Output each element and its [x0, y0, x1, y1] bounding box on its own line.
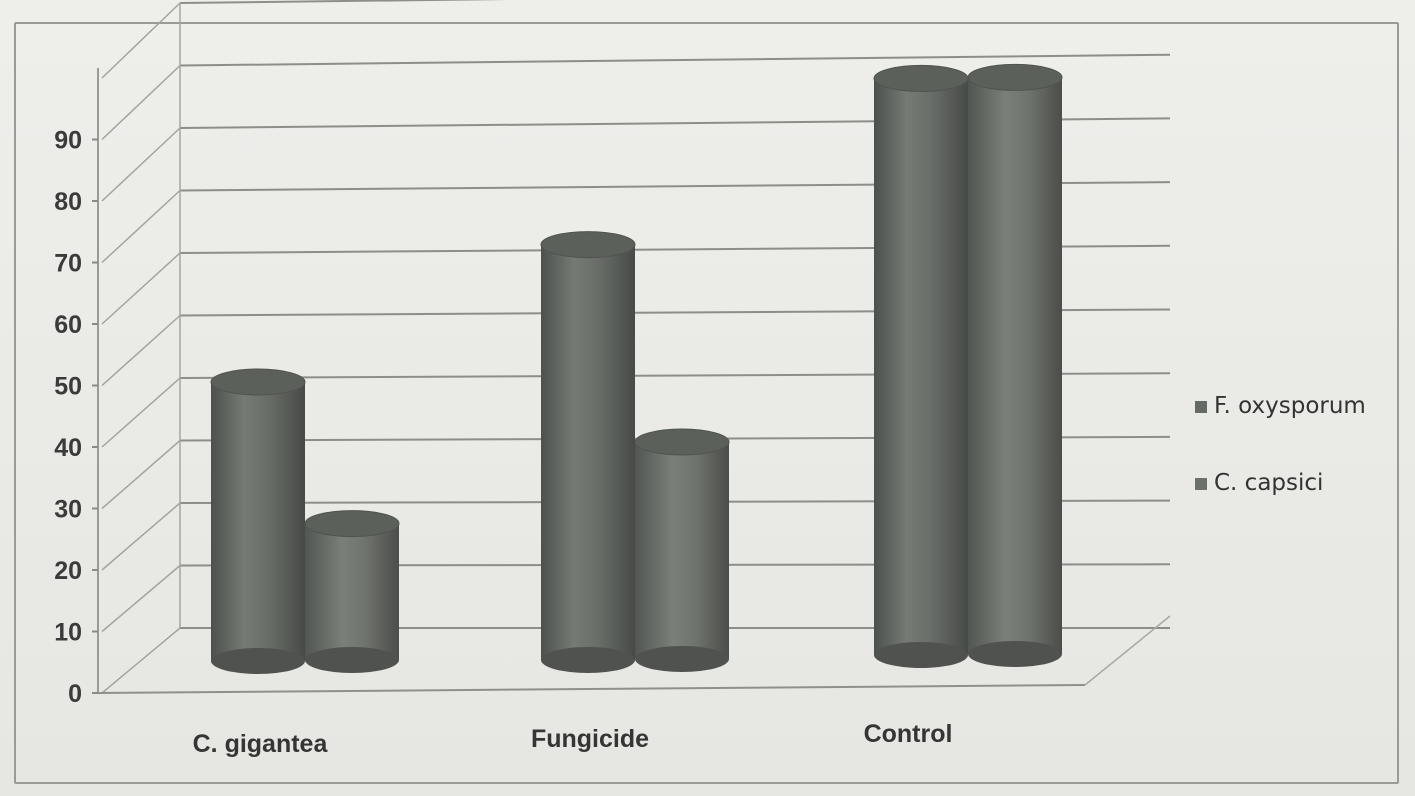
gridline-side: [101, 502, 181, 571]
gridline-side: [101, 252, 181, 325]
y-tick-label: 0: [68, 680, 82, 708]
bar-body: [968, 77, 1062, 654]
y-tick-label: 60: [54, 311, 82, 339]
y-tick-label: 90: [54, 127, 82, 155]
y-tick-label: 50: [54, 373, 82, 401]
gridline-side: [101, 127, 181, 202]
y-tick-label: 10: [54, 619, 82, 647]
gridline-side: [101, 314, 181, 387]
bar-top: [634, 428, 730, 456]
legend-label: C. capsici: [1214, 470, 1323, 496]
bar: [210, 368, 306, 674]
bar-body: [635, 442, 729, 659]
y-tick-label: 20: [54, 557, 82, 585]
y-tick-label: 40: [54, 434, 82, 462]
x-axis-line: [97, 684, 1086, 694]
bar-top: [210, 368, 306, 396]
bar: [304, 510, 400, 673]
y-tick-label: 30: [54, 496, 82, 524]
bar-top: [540, 231, 636, 259]
gridline-side: [101, 189, 181, 264]
bar-body: [874, 78, 968, 655]
gridline: [179, 53, 1171, 67]
x-category-label: C. gigantea: [193, 730, 329, 758]
bar: [634, 428, 730, 672]
gridline-side: [101, 377, 181, 448]
y-tick-label: 70: [54, 250, 82, 278]
bar-top: [873, 64, 969, 92]
floor-edge: [1084, 615, 1171, 686]
bar-base: [874, 642, 968, 668]
legend-label: F. oxysporum: [1214, 393, 1366, 419]
bar: [967, 63, 1063, 667]
bar-body: [211, 382, 305, 661]
bar-base: [968, 641, 1062, 667]
legend-swatch: [1195, 478, 1207, 490]
x-category-label: Control: [864, 720, 953, 748]
legend-swatch: [1195, 401, 1207, 413]
chart-border: [14, 22, 1399, 784]
y-tick-label: 80: [54, 188, 82, 216]
bar-top: [304, 510, 400, 538]
gridline-side: [101, 564, 181, 633]
x-category-label: Fungicide: [531, 725, 649, 753]
gridline-side: [101, 64, 181, 141]
bar-body: [541, 244, 635, 660]
bar-top: [967, 63, 1063, 91]
bar-base: [211, 648, 305, 674]
gridline-side: [101, 627, 181, 694]
bar-base: [541, 647, 635, 673]
bar: [873, 64, 969, 668]
gridline: [179, 0, 511, 4]
bar-base: [305, 647, 399, 673]
bar-base: [635, 646, 729, 672]
bar-body: [305, 523, 399, 660]
gridline-side: [101, 439, 181, 510]
bar: [540, 231, 636, 673]
gridline-side: [101, 2, 181, 79]
